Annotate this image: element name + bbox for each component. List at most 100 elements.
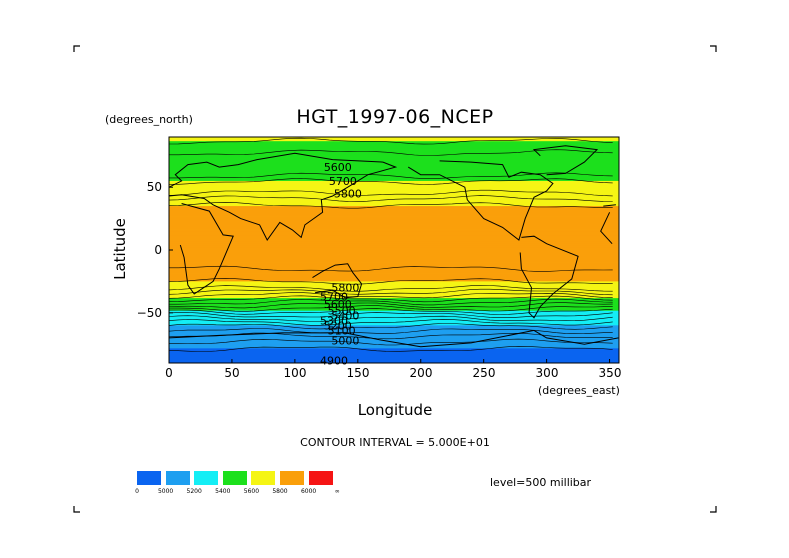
contour-band (169, 137, 619, 140)
contour-band (169, 293, 619, 297)
contour-band (169, 241, 619, 245)
legend-swatch (308, 471, 333, 485)
contour-line (169, 298, 613, 306)
contour-band (169, 273, 619, 276)
legend-swatch (165, 471, 190, 485)
contour-band (169, 243, 619, 247)
contour-label: 5100 (328, 324, 356, 337)
legend-swatch (194, 471, 219, 485)
contour-band (169, 250, 619, 253)
contour-band (169, 346, 619, 349)
contour-label: 5400 (331, 309, 359, 322)
corner-mark-top-right (710, 45, 717, 52)
contour-band (169, 339, 619, 343)
y-tick-label: −50 (136, 306, 162, 320)
corner-mark-top-left (73, 45, 80, 52)
contour-band (169, 212, 619, 215)
contour-line (168, 323, 613, 330)
contour-interval-note: CONTOUR INTERVAL = 5.000E+01 (300, 436, 490, 449)
contour-line (168, 302, 613, 309)
x-tick-label: 200 (409, 366, 433, 380)
corner-mark-bottom-right (710, 506, 717, 513)
contour-label: 5800 (334, 188, 362, 201)
contour-band (169, 302, 619, 305)
contour-band (169, 210, 619, 213)
legend-label: 6000 (300, 488, 317, 495)
x-tick-label: 100 (283, 366, 307, 380)
contour-band (169, 281, 619, 284)
coastline-north-america (407, 160, 554, 241)
contour-band (169, 277, 619, 280)
coastline-greenland (532, 145, 599, 176)
contour-band (169, 260, 619, 263)
contour-band (169, 319, 619, 322)
contour-band (169, 314, 619, 318)
legend-label: 0 (135, 488, 139, 495)
y-tick-label: 0 (154, 243, 162, 257)
contour-band (169, 149, 619, 153)
contour-band (169, 283, 619, 286)
contour-band (169, 201, 619, 205)
contour-band (169, 237, 619, 240)
contour-band (169, 183, 619, 186)
contour-band (169, 335, 619, 339)
contour-band (169, 358, 619, 362)
contour-line (169, 265, 613, 272)
contour-band (169, 356, 619, 360)
contour-band (169, 143, 619, 146)
contour-band (169, 327, 619, 330)
contour-band (169, 155, 619, 159)
contour-label: 5600 (324, 161, 352, 174)
contour-band (169, 342, 619, 345)
contour-band (169, 306, 619, 309)
contour-line (169, 149, 613, 156)
contour-band (169, 300, 619, 303)
x-axis-label: Longitude (357, 401, 433, 419)
contour-band (169, 147, 619, 150)
contour-band (169, 224, 619, 228)
contour-line (168, 308, 613, 315)
contour-label: 5300 (320, 314, 348, 327)
contour-band (169, 180, 619, 184)
contour-band (169, 348, 619, 351)
legend-swatch (222, 471, 247, 485)
contour-band (169, 360, 619, 364)
contour-band (169, 139, 619, 142)
contour-band (169, 245, 619, 249)
contour-band (169, 233, 619, 236)
contour-band (169, 312, 619, 316)
contour-line (168, 328, 613, 335)
contour-line (169, 172, 613, 179)
contour-band (169, 191, 619, 194)
contour-line (168, 292, 613, 299)
contour-band (169, 325, 619, 328)
contour-band (169, 162, 619, 165)
contour-band (169, 187, 619, 190)
x-tick-label: 0 (165, 366, 173, 380)
legend-label: 5400 (215, 488, 231, 495)
contour-band (169, 195, 619, 199)
coastline-australia (312, 263, 363, 299)
coastline-antarctica (168, 329, 619, 348)
map-layer: 5600570058005800570056005500540053005200… (169, 137, 619, 367)
coastline-africa (179, 203, 616, 295)
contour-band (169, 275, 619, 278)
x-tick-label: 150 (346, 366, 370, 380)
legend-swatch (251, 471, 276, 485)
contour-band (169, 285, 619, 289)
contour-band (169, 258, 619, 261)
contour-band (169, 247, 619, 251)
contour-label: 5500 (328, 304, 356, 317)
legend-label: 5000 (157, 488, 174, 495)
contour-band (169, 220, 619, 224)
contour-label: 5700 (329, 175, 357, 188)
x-tick-label: 350 (598, 366, 622, 380)
level-note: level=500 millibar (490, 476, 592, 489)
contour-band (169, 216, 619, 220)
chart-title: HGT_1997-06_NCEP (296, 106, 494, 128)
contour-band (169, 235, 619, 238)
x-tick-label: 50 (224, 366, 240, 380)
contour-band (169, 157, 619, 161)
contour-label: 5600 (324, 298, 352, 311)
